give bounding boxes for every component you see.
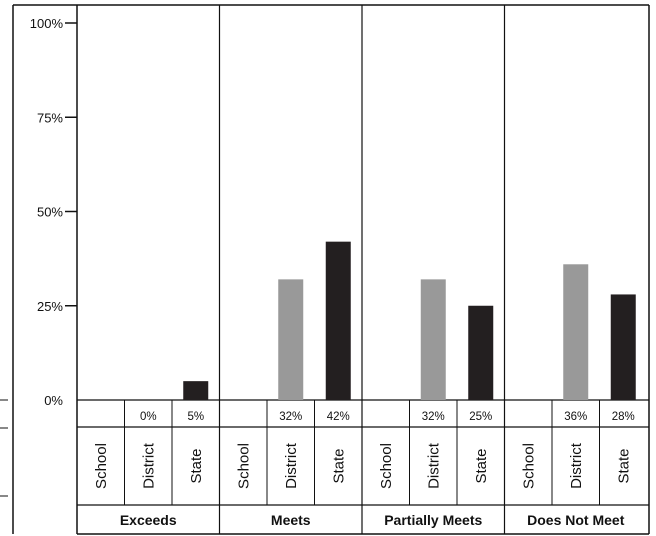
bar-state bbox=[183, 381, 208, 400]
bar-value-label: 32% bbox=[279, 411, 302, 423]
category-label: District bbox=[425, 442, 442, 489]
group-label: Partially Meets bbox=[384, 512, 482, 528]
group-label: Meets bbox=[271, 512, 311, 528]
bar-district bbox=[278, 279, 303, 400]
y-tick-label: 0% bbox=[44, 393, 63, 408]
category-label: School bbox=[93, 443, 110, 489]
bar-value-label: 5% bbox=[187, 411, 204, 423]
category-label: School bbox=[520, 443, 537, 489]
category-label: State bbox=[330, 448, 347, 483]
category-label: State bbox=[473, 448, 490, 483]
bar-state bbox=[326, 242, 351, 400]
category-label: State bbox=[188, 448, 205, 483]
bar-value-label: 36% bbox=[564, 411, 587, 423]
group-label: Does Not Meet bbox=[527, 512, 625, 528]
y-tick-label: 75% bbox=[37, 110, 63, 125]
category-label: District bbox=[140, 442, 157, 489]
bar-district bbox=[563, 264, 588, 400]
category-label: School bbox=[378, 443, 395, 489]
bar-value-label: 42% bbox=[327, 411, 350, 423]
category-label: State bbox=[615, 448, 632, 483]
y-tick-label: 50% bbox=[37, 205, 63, 220]
bar-state bbox=[468, 306, 493, 400]
bar-state bbox=[611, 294, 636, 400]
bar-district bbox=[421, 279, 446, 400]
y-tick-label: 100% bbox=[30, 16, 64, 31]
bar-value-label: 28% bbox=[612, 411, 635, 423]
category-label: School bbox=[235, 443, 252, 489]
bar-value-label: 25% bbox=[469, 411, 492, 423]
category-label: District bbox=[568, 442, 585, 489]
bar-value-label: 0% bbox=[140, 411, 157, 423]
y-tick-label: 25% bbox=[37, 299, 63, 314]
bar-value-label: 32% bbox=[422, 411, 445, 423]
group-label: Exceeds bbox=[120, 512, 177, 528]
category-label: District bbox=[283, 442, 300, 489]
